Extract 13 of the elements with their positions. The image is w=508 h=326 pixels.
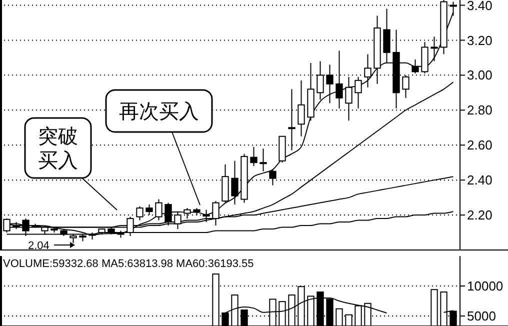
y-tick-label: 2.20 [467, 208, 492, 223]
annotation: 2.04 [28, 240, 50, 252]
chart-title: VOLUME:59332.68 MA5:63813.98 MA60:36193.55 [3, 258, 254, 270]
y-tick-label: 5000 [467, 308, 496, 324]
y-tick-label: 3.20 [467, 32, 492, 48]
y-tick-label: 2.80 [467, 102, 492, 118]
y-tick-label: 2.60 [467, 138, 492, 153]
y-tick-label: 10000 [467, 278, 504, 294]
y-tick-label: 2.40 [467, 172, 492, 188]
annotation: 再次买入 [119, 99, 199, 123]
y-tick-label: 3.40 [467, 0, 492, 13]
annotation: 突破买入 [38, 124, 78, 172]
y-tick-label: 3.00 [467, 68, 492, 83]
